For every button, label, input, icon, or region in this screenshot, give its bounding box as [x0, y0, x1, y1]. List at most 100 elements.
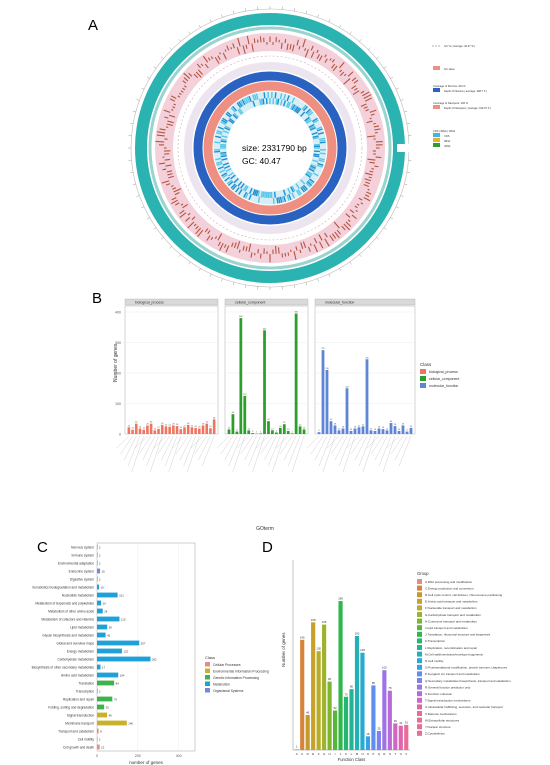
kegg-category-label: Environmental adaptation: [58, 561, 94, 565]
x-axis-label: GOterm: [256, 526, 274, 532]
legend-entry: G:Carbohydrate transport and metabolism: [425, 613, 482, 617]
gc-skew-bar: [222, 52, 227, 60]
kegg-bar: [97, 568, 101, 574]
panel-label-b: B: [92, 290, 102, 307]
go-term-tick: [326, 435, 340, 449]
cds-segment: [300, 186, 306, 193]
gc-skew-bar: [310, 51, 315, 58]
gc-skew-bar: [200, 63, 204, 67]
go-bar: [198, 428, 201, 434]
kegg-bar: [97, 696, 113, 702]
cog-bar-value: 165: [322, 620, 327, 624]
go-bar: [298, 426, 302, 434]
cds-segment: [319, 137, 326, 141]
go-bar: [190, 427, 194, 434]
gc-skew-bar: [185, 216, 191, 222]
gc-skew-bar: [259, 36, 262, 43]
gc-skew-bar: [246, 35, 250, 45]
legend-entry: O:Posttranslational modification, protei…: [425, 666, 508, 670]
cds-segment: [230, 107, 236, 113]
go-term-tick: [236, 435, 249, 449]
cog-category-label: G: [323, 752, 326, 756]
kegg-bar-value: 42: [107, 633, 111, 637]
kegg-bar: [97, 712, 108, 718]
cog-bar: [382, 670, 387, 750]
gc-skew-bar: [333, 221, 340, 229]
gc-skew-bar: [284, 252, 287, 257]
scale-tick: [305, 10, 307, 14]
go-term-tick: [183, 435, 196, 467]
scale-tick: [132, 111, 136, 113]
go-bar-value: 150: [345, 386, 349, 388]
kegg-bar-value: 10: [101, 585, 105, 589]
go-bar: [377, 428, 381, 434]
cds-segment: [224, 125, 231, 130]
gc-skew-bar: [248, 243, 252, 252]
gc-skew-bar: [324, 238, 330, 247]
gc-skew-bar: [304, 47, 307, 52]
kegg-category-label: Translation: [78, 681, 94, 685]
cog-category-label: Q: [378, 752, 381, 756]
kegg-bar: [97, 584, 100, 590]
gc-skew-bar: [250, 252, 253, 258]
circos-legend: GC % ( Average: 40.47 % ) GC skew Coverage…: [432, 44, 491, 148]
cds-segment: [312, 172, 319, 177]
gc-skew-bar: [245, 44, 248, 49]
gc-skew-bar: [207, 57, 211, 61]
cds-segment: [252, 94, 256, 101]
gc-skew-bar: [171, 196, 177, 201]
cds-segment: [308, 178, 315, 184]
facet-panel: [124, 305, 219, 435]
gc-skew-bar: [237, 37, 241, 47]
gc-skew-bar: [188, 72, 193, 77]
cds-segment: [220, 154, 227, 158]
gc-skew-bar: [174, 202, 180, 206]
cog-bar-value: 145: [300, 635, 305, 639]
scale-tick: [359, 254, 362, 257]
gc-skew-bar: [363, 184, 369, 187]
go-term-tick: [142, 435, 155, 461]
legend-swatch: [417, 730, 422, 736]
go-bar-value: 42: [267, 419, 270, 421]
scale-tick: [359, 39, 362, 42]
legend-swatch: [417, 717, 422, 723]
cds-segment: [285, 101, 290, 108]
gc-skew-bar: [364, 97, 372, 102]
go-bar-value: 12: [271, 428, 274, 430]
cog-bar-value: 130: [316, 647, 321, 651]
go-bar: [247, 430, 251, 434]
kegg-category-label: Replication and repair: [63, 697, 95, 701]
go-term-tick: [224, 435, 238, 461]
scale-tick: [400, 195, 404, 197]
gc-skew-bar: [369, 161, 375, 164]
go-term-tick: [366, 435, 380, 449]
cds-segment: [257, 190, 261, 197]
kegg-bar-value: 20: [103, 601, 107, 605]
cds-segment: [307, 111, 314, 117]
kegg-bar: [97, 680, 115, 686]
cds-segment: [312, 117, 318, 123]
kegg-bar: [97, 688, 98, 694]
scale-tick: [406, 123, 410, 125]
legend-entry: I:Lipid transport and metabolism: [425, 626, 468, 630]
cds-segment: [232, 114, 238, 120]
cog-bar-value: 85: [372, 681, 376, 685]
cog-bar-value: 18: [366, 732, 370, 736]
cog-bar: [300, 639, 305, 750]
legend-swatch: [417, 605, 422, 611]
cds-segment: [297, 189, 302, 195]
legend-entry: Z:Cytoskeleton: [425, 732, 445, 736]
go-bar: [365, 359, 369, 434]
kegg-category-label: Metabolism of cofactors and vitamins: [42, 617, 95, 621]
gc-skew-bar: [369, 117, 372, 120]
go-term-tick: [135, 435, 148, 449]
kegg-bar: [97, 616, 120, 622]
kegg-bar-value: 15: [102, 569, 106, 573]
cog-category-label: N: [361, 752, 363, 756]
cds-segment: [312, 136, 320, 140]
cog-category-label: V: [405, 752, 407, 756]
gc-skew-bar: [245, 246, 248, 252]
cds-segment: [279, 99, 283, 106]
gc-skew-bar: [354, 205, 358, 209]
gc-skew-bar: [364, 178, 371, 182]
